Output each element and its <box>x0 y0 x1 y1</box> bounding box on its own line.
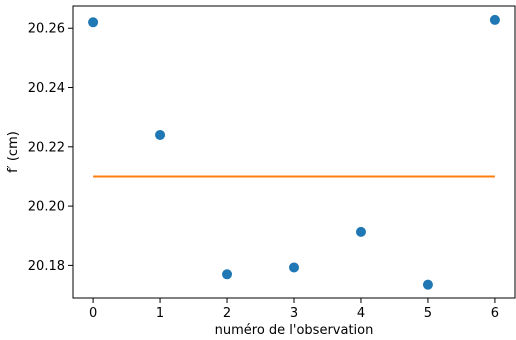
data-point-2 <box>222 269 233 280</box>
plot-area <box>88 14 500 290</box>
x-tick-label: 2 <box>223 306 231 321</box>
y-axis-ticks: 20.18 20.20 20.22 20.24 20.26 <box>28 22 73 274</box>
y-tick-label: 20.20 <box>28 200 65 215</box>
x-tick-label: 0 <box>89 306 97 321</box>
data-point-6 <box>489 14 500 25</box>
x-tick-label: 4 <box>357 306 365 321</box>
y-tick-label: 20.24 <box>28 81 65 96</box>
y-tick-label: 20.18 <box>28 259 65 274</box>
axes-frame <box>72 5 516 299</box>
data-point-1 <box>155 129 166 140</box>
data-point-4 <box>355 226 366 237</box>
x-tick-label: 5 <box>424 306 432 321</box>
x-axis-label: numéro de l'observation <box>215 323 374 338</box>
y-axis-label: f′ (cm) <box>6 131 21 173</box>
x-tick-label: 6 <box>491 306 499 321</box>
y-tick-label: 20.22 <box>28 140 65 155</box>
data-point-0 <box>88 17 99 28</box>
data-point-5 <box>422 279 433 290</box>
x-tick-label: 1 <box>156 306 164 321</box>
x-tick-label: 3 <box>290 306 298 321</box>
y-tick-label: 20.26 <box>28 22 65 37</box>
x-axis-ticks: 0 1 2 3 4 5 6 <box>89 298 499 321</box>
data-point-3 <box>289 262 299 273</box>
